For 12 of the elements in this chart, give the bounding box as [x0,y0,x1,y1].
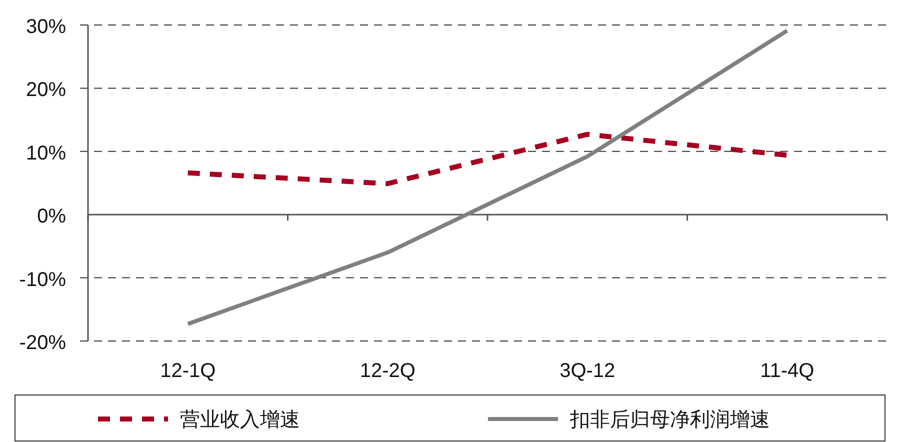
legend-label: 营业收入增速 [180,407,300,431]
legend-label: 扣非后归母净利润增速 [569,407,770,431]
x-tick-label: 3Q-12 [560,360,616,382]
x-tick-label: 12-1Q [160,360,216,382]
x-tick-label: 12-2Q [360,360,416,382]
x-tick-label: 11-4Q [760,360,814,382]
y-tick-label: 20% [26,79,66,102]
y-tick-label: 0% [37,206,66,228]
y-tick-label: 10% [26,142,66,164]
y-tick-label: -10% [19,268,66,291]
y-tick-label: -20% [19,332,66,354]
y-tick-label: 30% [26,16,66,38]
